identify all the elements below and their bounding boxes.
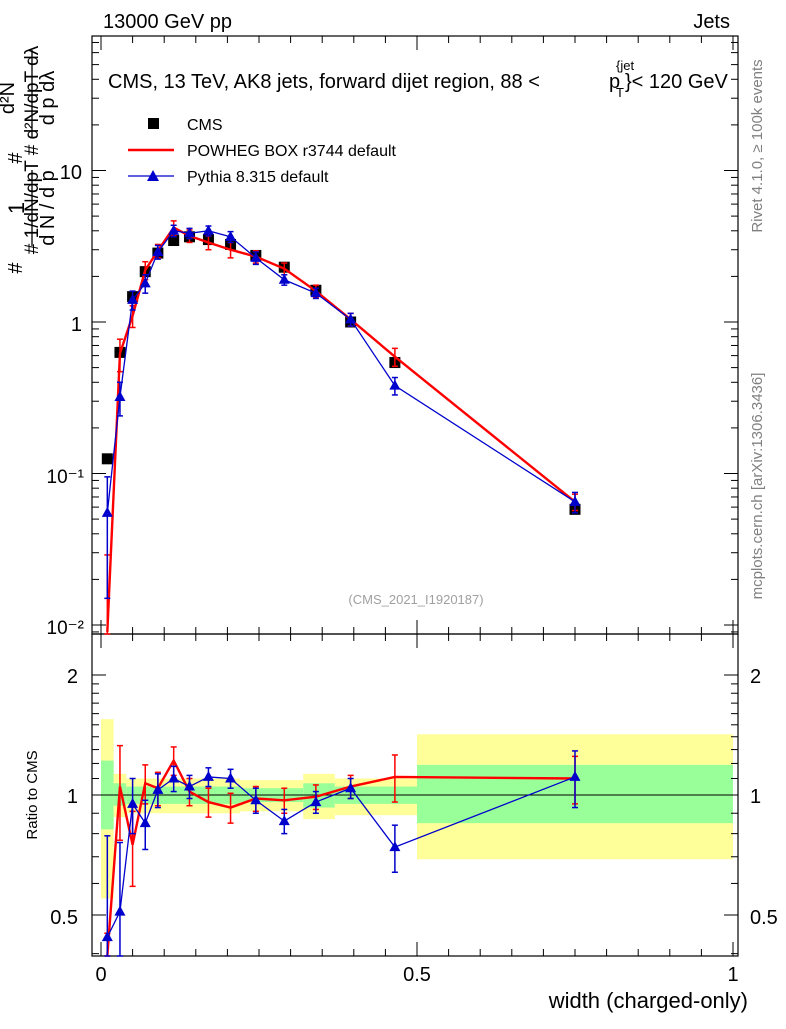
main-pythia-point <box>183 227 195 238</box>
main-pythia-point <box>139 277 151 288</box>
main-pythia-point <box>345 313 357 324</box>
ratio-pythia-point <box>139 817 151 828</box>
ratio-pythia-point <box>225 772 237 783</box>
x-axis-label: width (charged-only) <box>548 988 748 1013</box>
legend-cms-label: CMS <box>187 117 223 134</box>
x-tick-label-0: 0 <box>95 964 106 986</box>
ratio-pythia-point <box>250 794 262 805</box>
energy-label: 13000 GeV pp <box>103 11 232 33</box>
x-tick-label-1: 1 <box>727 964 738 986</box>
main-pythia-point <box>152 245 164 256</box>
main-y-axis-label-text: # 1/dN/dpT # d²N/dpT dλ <box>22 45 43 254</box>
svg-text:d p dλ: d p dλ <box>37 71 59 125</box>
ratio-pythia-point <box>569 770 581 781</box>
main-pythia-point <box>202 224 214 235</box>
ratio-tick-label-2-right: 2 <box>750 666 761 688</box>
ratio-tick-label-1-right: 1 <box>750 786 761 808</box>
main-pythia-line <box>106 230 576 513</box>
ratio-pythia-point <box>101 931 113 942</box>
svg-text:d N / d p: d N / d p <box>37 170 59 246</box>
y-tick-label-10: 10 <box>60 162 82 184</box>
plot-title-sup: {jet <box>616 58 634 73</box>
ratio-pythia-point <box>202 770 214 781</box>
main-pythia-point <box>101 506 113 517</box>
svg-text:#: # <box>5 262 27 274</box>
main-pythia-point <box>278 273 290 284</box>
ratio-pythia-point <box>114 905 126 916</box>
svg-text:#: # <box>5 152 27 164</box>
legend-powheg-label: POWHEG BOX r3744 default <box>187 143 397 160</box>
ratio-y-axis-label: Ratio to CMS <box>24 750 41 839</box>
ratio-pythia-point <box>152 783 164 794</box>
y-tick-label-0.01: 10⁻² <box>47 618 85 639</box>
main-pythia-point <box>168 224 180 235</box>
svg-text:1: 1 <box>4 202 29 214</box>
legend: CMS POWHEG BOX r3744 default Pythia 8.31… <box>128 117 397 186</box>
plot-title: CMS, 13 TeV, AK8 jets, forward dijet reg… <box>108 58 729 100</box>
svg-text:d²N: d²N <box>0 82 19 114</box>
legend-pythia-label: Pythia 8.315 default <box>187 169 329 186</box>
plot-title-sub: T <box>616 85 624 100</box>
cms-data-point <box>101 453 113 465</box>
x-tick-label-0.5: 0.5 <box>403 964 431 986</box>
main-axis-ticks <box>92 41 738 633</box>
ratio-pythia-point <box>345 782 357 793</box>
ratio-pythia-point <box>183 780 195 791</box>
mcplots-label: mcplots.cern.ch [arXiv:1306.3436] <box>749 373 766 600</box>
main-pythia-point <box>569 495 581 506</box>
ratio-tick-label-0.5-right: 0.5 <box>750 907 778 929</box>
ratio-pythia-point <box>278 815 290 826</box>
ratio-pythia-point <box>168 772 180 783</box>
main-pythia-point <box>225 230 237 241</box>
main-pythia-point <box>389 379 401 390</box>
main-powheg-line <box>106 226 576 632</box>
ratio-pythia-point <box>389 841 401 852</box>
analysis-watermark: (CMS_2021_I1920187) <box>348 592 483 607</box>
main-panel-data <box>101 220 581 635</box>
rivet-label: Rivet 4.1.0, ≥ 100k events <box>749 59 766 232</box>
ratio-tick-label-1: 1 <box>67 786 78 808</box>
ratio-panel-data <box>101 744 581 957</box>
legend-pythia-marker <box>147 170 159 181</box>
ratio-pythia-point <box>310 796 322 807</box>
y-tick-label-1: 1 <box>71 314 82 336</box>
ratio-uncertainty-bands <box>101 719 733 899</box>
x-axis-ticks <box>100 36 734 956</box>
plot-title-end: }< 120 GeV <box>625 71 729 93</box>
main-pythia-point <box>127 293 139 304</box>
ratio-tick-label-2: 2 <box>67 666 78 688</box>
category-label: Jets <box>693 11 730 33</box>
cms-data-point <box>168 235 180 247</box>
main-y-axis-label: # 1/dN/dpT # d²N/dpT dλ # 1 d N / d p # … <box>0 45 59 273</box>
ratio-axis-ticks <box>92 674 738 955</box>
ratio-tick-label-0.5: 0.5 <box>50 907 78 929</box>
main-pythia-point <box>250 251 262 262</box>
ratio-pythia-point <box>127 797 139 808</box>
main-pythia-point <box>310 287 322 298</box>
plot-title-pt: p <box>609 71 620 93</box>
plot-title-main: CMS, 13 TeV, AK8 jets, forward dijet reg… <box>108 71 540 93</box>
legend-cms-marker <box>148 118 159 129</box>
y-tick-label-0.1: 10⁻¹ <box>47 467 85 488</box>
main-pythia-point <box>114 390 126 401</box>
